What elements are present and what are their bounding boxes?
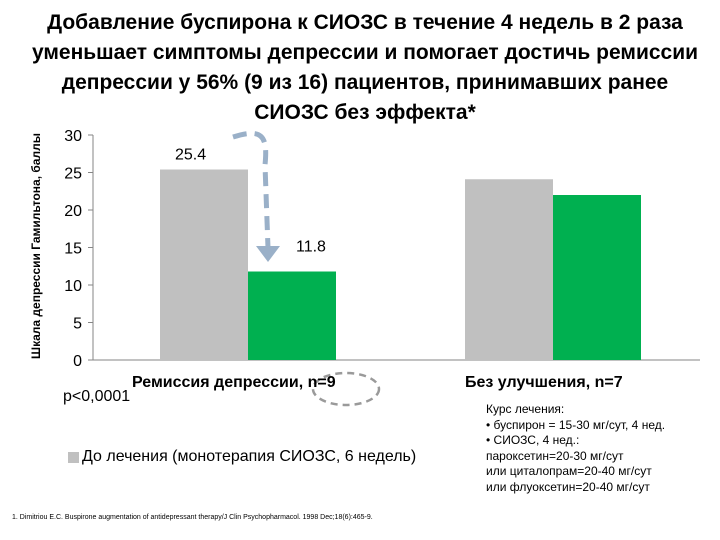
y-tick-label: 25	[64, 166, 82, 183]
bar-before-0	[160, 169, 248, 360]
y-tick-label: 10	[64, 278, 82, 295]
dashed-arrow	[232, 130, 271, 249]
notes-line: пароксетин=20-30 мг/сут	[486, 448, 624, 463]
legend: До лечения (монотерапия СИОЗС, 6 недель)	[68, 448, 416, 466]
y-tick-label: 20	[64, 203, 82, 220]
bar-after-0	[248, 271, 336, 360]
y-tick-label: 15	[64, 241, 82, 258]
dashed-ellipse	[311, 371, 381, 407]
y-tick-label: 30	[64, 128, 82, 145]
arrow-head	[256, 246, 280, 262]
legend-label-before: До лечения (монотерапия СИОЗС, 6 недель)	[82, 448, 417, 465]
bar-before-1	[465, 179, 553, 360]
x-category-label-no-improvement: Без улучшения, n=7	[465, 374, 623, 391]
notes-heading: Курс лечения:	[486, 402, 565, 416]
notes-line: или флуоксетин=20-40 мг/сут	[486, 479, 650, 494]
notes-line: • СИОЗС, 4 нед.:	[486, 433, 580, 447]
x-category-label-remission: Ремиссия депрессии, n=9	[132, 374, 336, 391]
notes-line: или циталопрам=20-40 мг/сут	[486, 464, 652, 478]
data-label: 11.8	[296, 239, 326, 256]
bar-after-1	[553, 195, 641, 360]
legend-swatch-before	[68, 451, 79, 463]
notes-line: • буспирон = 15-30 мг/сут, 4 нед.	[486, 417, 666, 432]
treatment-notes: Курс лечения: • буспирон = 15-30 мг/сут,…	[486, 402, 665, 495]
reference: 1. Dimitriou E.C. Buspirone augmentation…	[12, 514, 373, 521]
y-tick-label: 5	[73, 316, 82, 333]
slide-title: Добавление буспирона к СИОЗС в течение 4…	[31, 11, 699, 124]
data-label: 25.4	[175, 147, 206, 164]
p-value: p<0,0001	[63, 388, 131, 405]
y-tick-label: 0	[73, 353, 82, 370]
